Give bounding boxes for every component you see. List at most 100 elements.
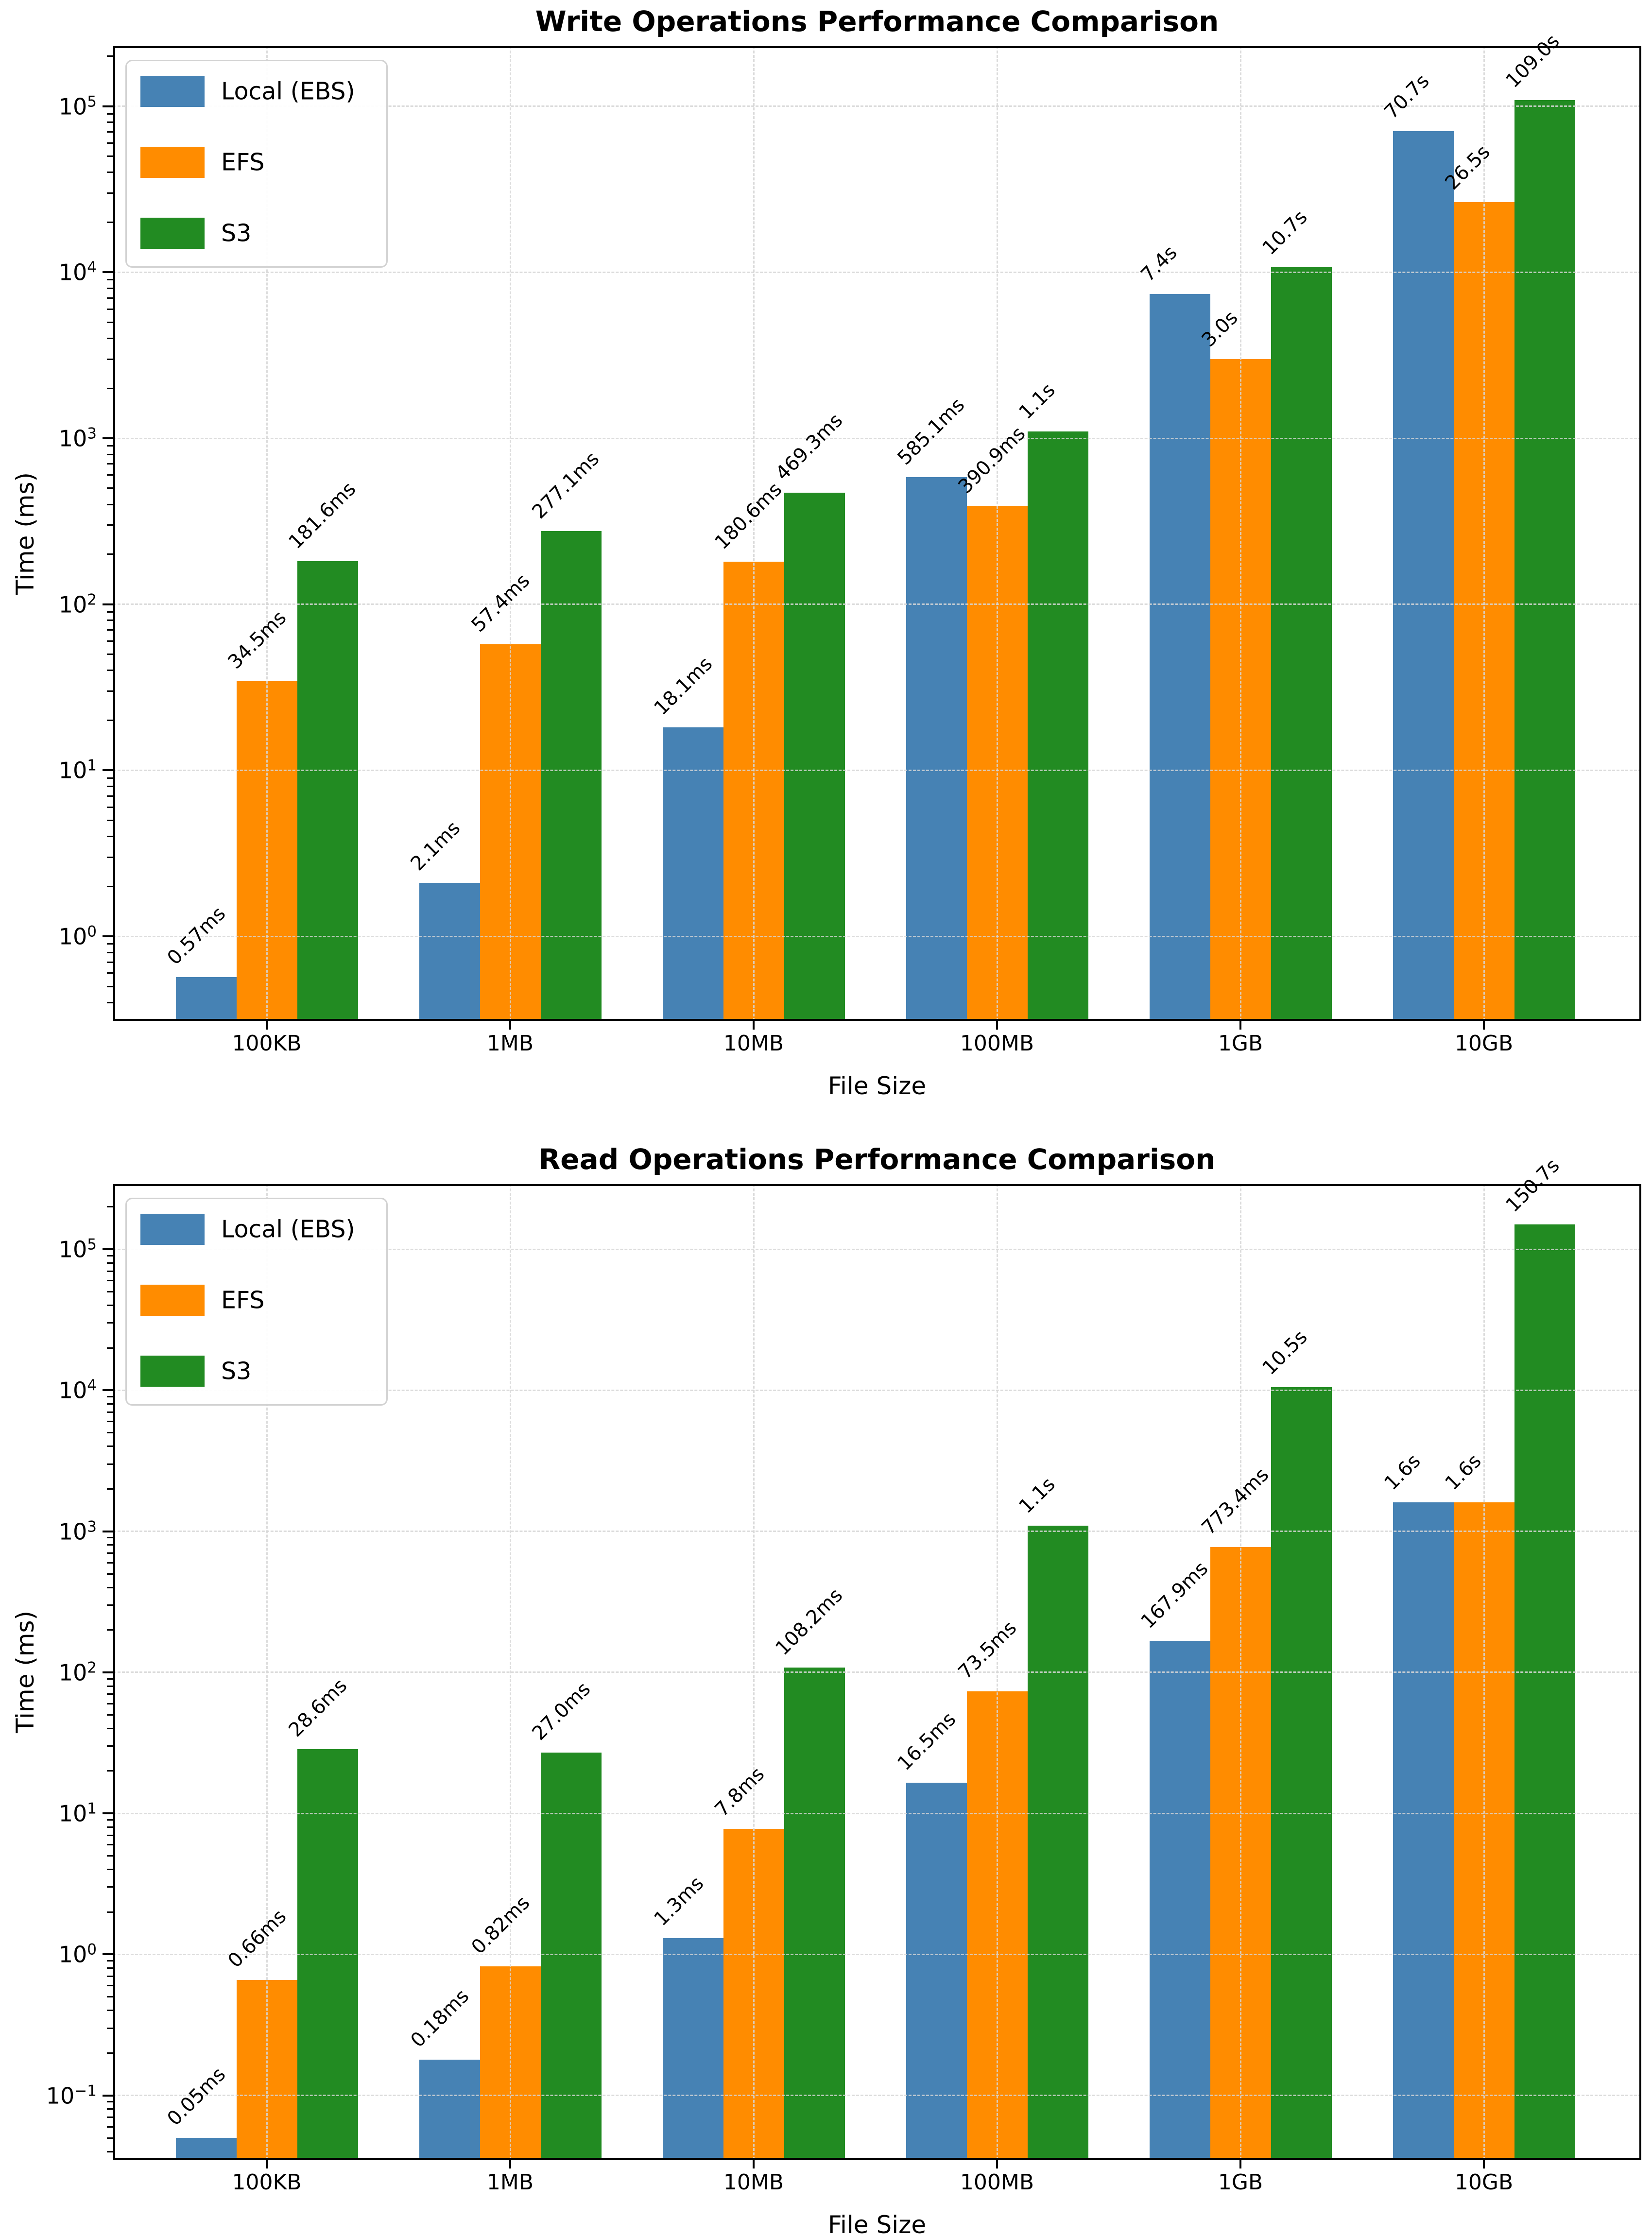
y-tick-exponent: 2 (87, 1659, 97, 1677)
y-minor-tick (107, 1703, 113, 1704)
legend-label: EFS (221, 148, 265, 176)
y-minor-tick (107, 1396, 113, 1398)
y-minor-tick (107, 1463, 113, 1465)
y-minor-tick (107, 1985, 113, 1987)
x-tick-label: 1GB (1218, 1031, 1263, 1056)
y-tick-exponent: 4 (87, 1377, 97, 1394)
y-axis-label: Time (ms) (11, 1610, 39, 1734)
y-minor-tick (107, 856, 113, 858)
y-minor-tick (107, 2108, 113, 2110)
bar-local-ebs-100kb (175, 977, 237, 1021)
x-tick (1483, 1021, 1485, 1030)
y-minor-tick (107, 806, 113, 808)
x-tick-label: 10GB (1454, 2170, 1514, 2195)
x-tick-label: 1MB (486, 2170, 534, 2195)
y-minor-tick (107, 1206, 113, 1208)
legend-label: EFS (221, 1286, 265, 1314)
legend-label: S3 (221, 1357, 252, 1385)
y-minor-tick (107, 553, 113, 555)
y-major-tick (103, 1248, 113, 1251)
x-tick-label: 10GB (1454, 1031, 1514, 1056)
x-tick-label: 1GB (1218, 2170, 1263, 2195)
x-gridline (753, 46, 755, 1021)
legend-swatch (140, 76, 205, 107)
x-tick-label: 10MB (723, 1031, 784, 1056)
y-minor-tick (107, 445, 113, 447)
y-tick-exponent: 3 (87, 1518, 97, 1536)
y-major-tick (103, 1530, 113, 1532)
y-minor-tick (107, 1960, 113, 1962)
x-tick (1239, 2160, 1241, 2168)
y-minor-tick (107, 1869, 113, 1871)
legend-item: S3 (140, 218, 374, 249)
x-gridline (1239, 46, 1241, 1021)
x-tick (266, 2160, 268, 2168)
bar-value-label-text: 18.1ms (649, 653, 717, 720)
y-minor-tick (107, 670, 113, 671)
bar-value-label-text: 2.1ms (406, 817, 465, 876)
bar-local-ebs-100mb (906, 477, 967, 1021)
legend-swatch (140, 147, 205, 178)
y-tick-exponent: 5 (87, 1236, 97, 1254)
legend-item: S3 (140, 1356, 374, 1387)
bar-value-label-text: 27.0ms (527, 1678, 595, 1745)
y-tick-label: 105 (58, 92, 97, 120)
y-gridline (113, 769, 1641, 771)
x-tick (509, 2160, 511, 2168)
y-minor-tick (107, 1562, 113, 1564)
bar-value-label-text: 7.8ms (710, 1762, 769, 1821)
legend-label: Local (EBS) (221, 77, 355, 105)
y-minor-tick (107, 1770, 113, 1772)
x-gridline (1483, 1184, 1485, 2160)
y-minor-tick (107, 972, 113, 974)
y-minor-tick (107, 387, 113, 389)
bar-local-ebs-100mb (906, 1783, 967, 2160)
y-minor-tick (107, 1347, 113, 1349)
y-minor-tick (107, 1552, 113, 1554)
bar-value-label-text: 0.05ms (162, 2063, 230, 2131)
bar-value-label-text: 70.7s (1379, 69, 1434, 124)
bar-value-label-text: 109.0s (1501, 30, 1564, 92)
y-tick-label: 103 (58, 425, 97, 452)
y-minor-tick (107, 961, 113, 963)
y-gridline (113, 1812, 1641, 1814)
bar-value-label-text: 73.5ms (953, 1616, 1021, 1684)
y-gridline (113, 437, 1641, 439)
y-minor-tick (107, 1975, 113, 1977)
y-tick-exponent: 4 (87, 258, 97, 276)
bar-value-label-text: 57.4ms (466, 569, 534, 637)
y-minor-tick (107, 131, 113, 133)
x-tick (996, 2160, 998, 2168)
y-gridline (113, 1953, 1641, 1955)
y-minor-tick (107, 337, 113, 339)
y-gridline (113, 935, 1641, 937)
y-tick-label: 103 (58, 1518, 97, 1545)
y-minor-tick (107, 985, 113, 987)
x-tick (753, 2160, 755, 2168)
bar-value-label-text: 10.7s (1257, 206, 1312, 260)
y-minor-tick (107, 1445, 113, 1447)
y-major-tick (103, 271, 113, 274)
x-tick (996, 1021, 998, 1030)
legend-item: Local (EBS) (140, 76, 374, 107)
y-minor-tick (107, 1432, 113, 1434)
y-tick-exponent: 0 (87, 923, 97, 941)
y-major-tick (103, 2094, 113, 2097)
bar-value-label-text: 150.7s (1501, 1154, 1564, 1217)
y-minor-tick (107, 1819, 113, 1821)
bar-s3-1mb (540, 531, 602, 1021)
y-minor-tick (107, 1322, 113, 1324)
y-tick-label: 101 (58, 757, 97, 784)
x-gridline (753, 1184, 755, 2160)
y-minor-tick (107, 795, 113, 797)
y-tick-label: 105 (58, 1236, 97, 1263)
y-minor-tick (107, 619, 113, 621)
y-tick-label: 100 (58, 923, 97, 950)
y-minor-tick (107, 287, 113, 289)
y-minor-tick (107, 1270, 113, 1272)
x-tick-label: 1MB (486, 1031, 534, 1056)
x-tick (753, 1021, 755, 1030)
y-minor-tick (107, 2027, 113, 2029)
y-gridline (113, 603, 1641, 605)
y-minor-tick (107, 1604, 113, 1606)
